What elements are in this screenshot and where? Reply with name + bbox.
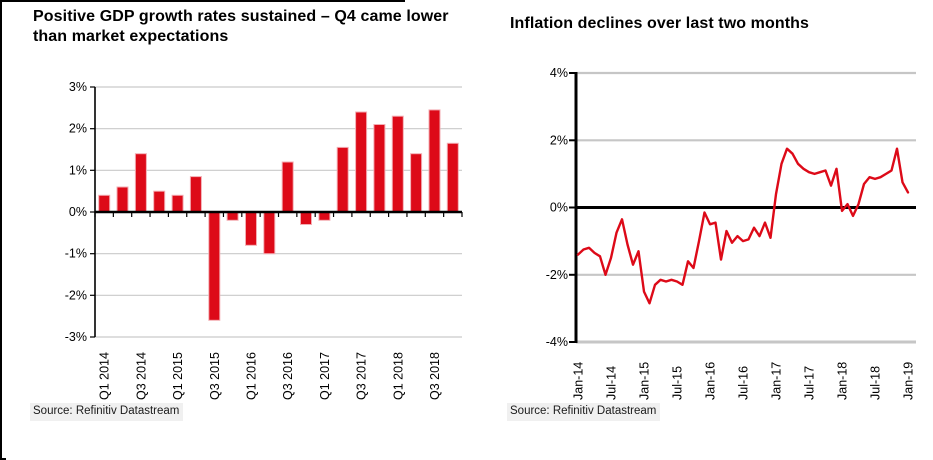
x-axis-label: Jul-18 (869, 366, 883, 400)
x-axis-label: Jul-14 (605, 366, 619, 400)
x-axis-label: Q1 2017 (318, 352, 332, 400)
y-axis-label: 2% (550, 133, 568, 147)
x-axis-label: Jul-17 (803, 366, 817, 400)
bar (189, 176, 202, 213)
y-axis-label: -4% (546, 335, 568, 349)
y-axis-label: 0% (69, 205, 87, 219)
inflation-chart-title: Inflation declines over last two months (510, 15, 810, 32)
bar (171, 194, 184, 213)
x-axis-label: Q1 2016 (244, 352, 258, 400)
y-axis-label: 3% (69, 80, 87, 94)
x-axis-label: Q1 2018 (391, 352, 405, 400)
bar (98, 194, 111, 213)
bar (134, 153, 147, 213)
y-axis-label: -3% (65, 330, 87, 344)
y-axis-label: 2% (69, 122, 87, 136)
page-frame-top (0, 0, 405, 2)
bar (446, 142, 459, 213)
x-axis-label: Jan-18 (836, 362, 850, 400)
bar (410, 153, 423, 213)
y-axis-label: 0% (550, 201, 568, 215)
bar (263, 211, 276, 255)
y-axis-label: 1% (69, 163, 87, 177)
bar (226, 211, 239, 221)
x-axis-label: Q1 2014 (98, 352, 112, 400)
x-axis-label: Q3 2014 (134, 352, 148, 400)
bar (428, 109, 441, 213)
x-axis-label: Jan-15 (638, 362, 652, 400)
x-axis-label: Q3 2018 (428, 352, 442, 400)
gdp-chart-plot: 3% 2% 1% 0% -1% -2% -3% Q1 2014 Q3 2014 Q1 2015 Q3… (65, 80, 463, 400)
y-axis-label: 4% (550, 66, 568, 80)
x-axis-label: Jul-15 (671, 366, 685, 400)
gdp-chart-title: Positive GDP growth rates sustained – Q4… (33, 8, 449, 45)
x-axis-label: Jan-17 (770, 362, 784, 400)
page-frame-bottom (0, 458, 6, 460)
inflation-line (576, 147, 910, 305)
x-axis-label: Q3 2017 (355, 352, 369, 400)
x-axis-label: Jan-16 (704, 362, 718, 400)
x-axis-label: Q3 2015 (208, 352, 222, 400)
x-axis-label: Jan-19 (902, 362, 916, 400)
x-axis-label: Jan-14 (572, 362, 586, 400)
y-axis-label: -2% (546, 268, 568, 282)
bar (208, 211, 221, 321)
bar (116, 186, 129, 213)
bar (245, 211, 257, 246)
y-axis-label: -2% (65, 288, 87, 302)
x-axis-label: Q3 2016 (281, 352, 295, 400)
bar (336, 146, 349, 213)
bar (281, 161, 294, 213)
page-frame-left (0, 0, 2, 460)
bar (391, 115, 404, 213)
bar (153, 190, 166, 213)
bar (373, 124, 386, 213)
x-axis-label: Jul-16 (737, 366, 751, 400)
inflation-chart-plot: 4% 2% 0% -2% -4% Jan-14 Jul-14 Jan-15 Jul-15 Jan-… (546, 66, 916, 400)
bar (300, 211, 312, 225)
bar (318, 211, 331, 221)
gdp-source-label: Source: Refinitiv Datastream (30, 403, 184, 421)
y-axis-label: -1% (65, 247, 87, 261)
inflation-source-label: Source: Refinitiv Datastream (507, 403, 661, 421)
x-axis-label: Q1 2015 (171, 352, 185, 400)
bar (355, 111, 368, 213)
